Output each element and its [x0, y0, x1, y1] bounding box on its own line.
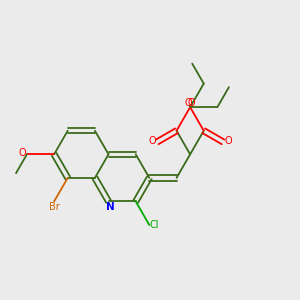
Text: Br: Br [49, 202, 59, 212]
Text: O: O [19, 148, 26, 158]
Text: N: N [106, 202, 115, 212]
Text: O: O [185, 98, 192, 108]
Text: O: O [148, 136, 156, 146]
Text: O: O [188, 98, 196, 108]
Text: Cl: Cl [150, 220, 159, 230]
Text: O: O [225, 136, 232, 146]
